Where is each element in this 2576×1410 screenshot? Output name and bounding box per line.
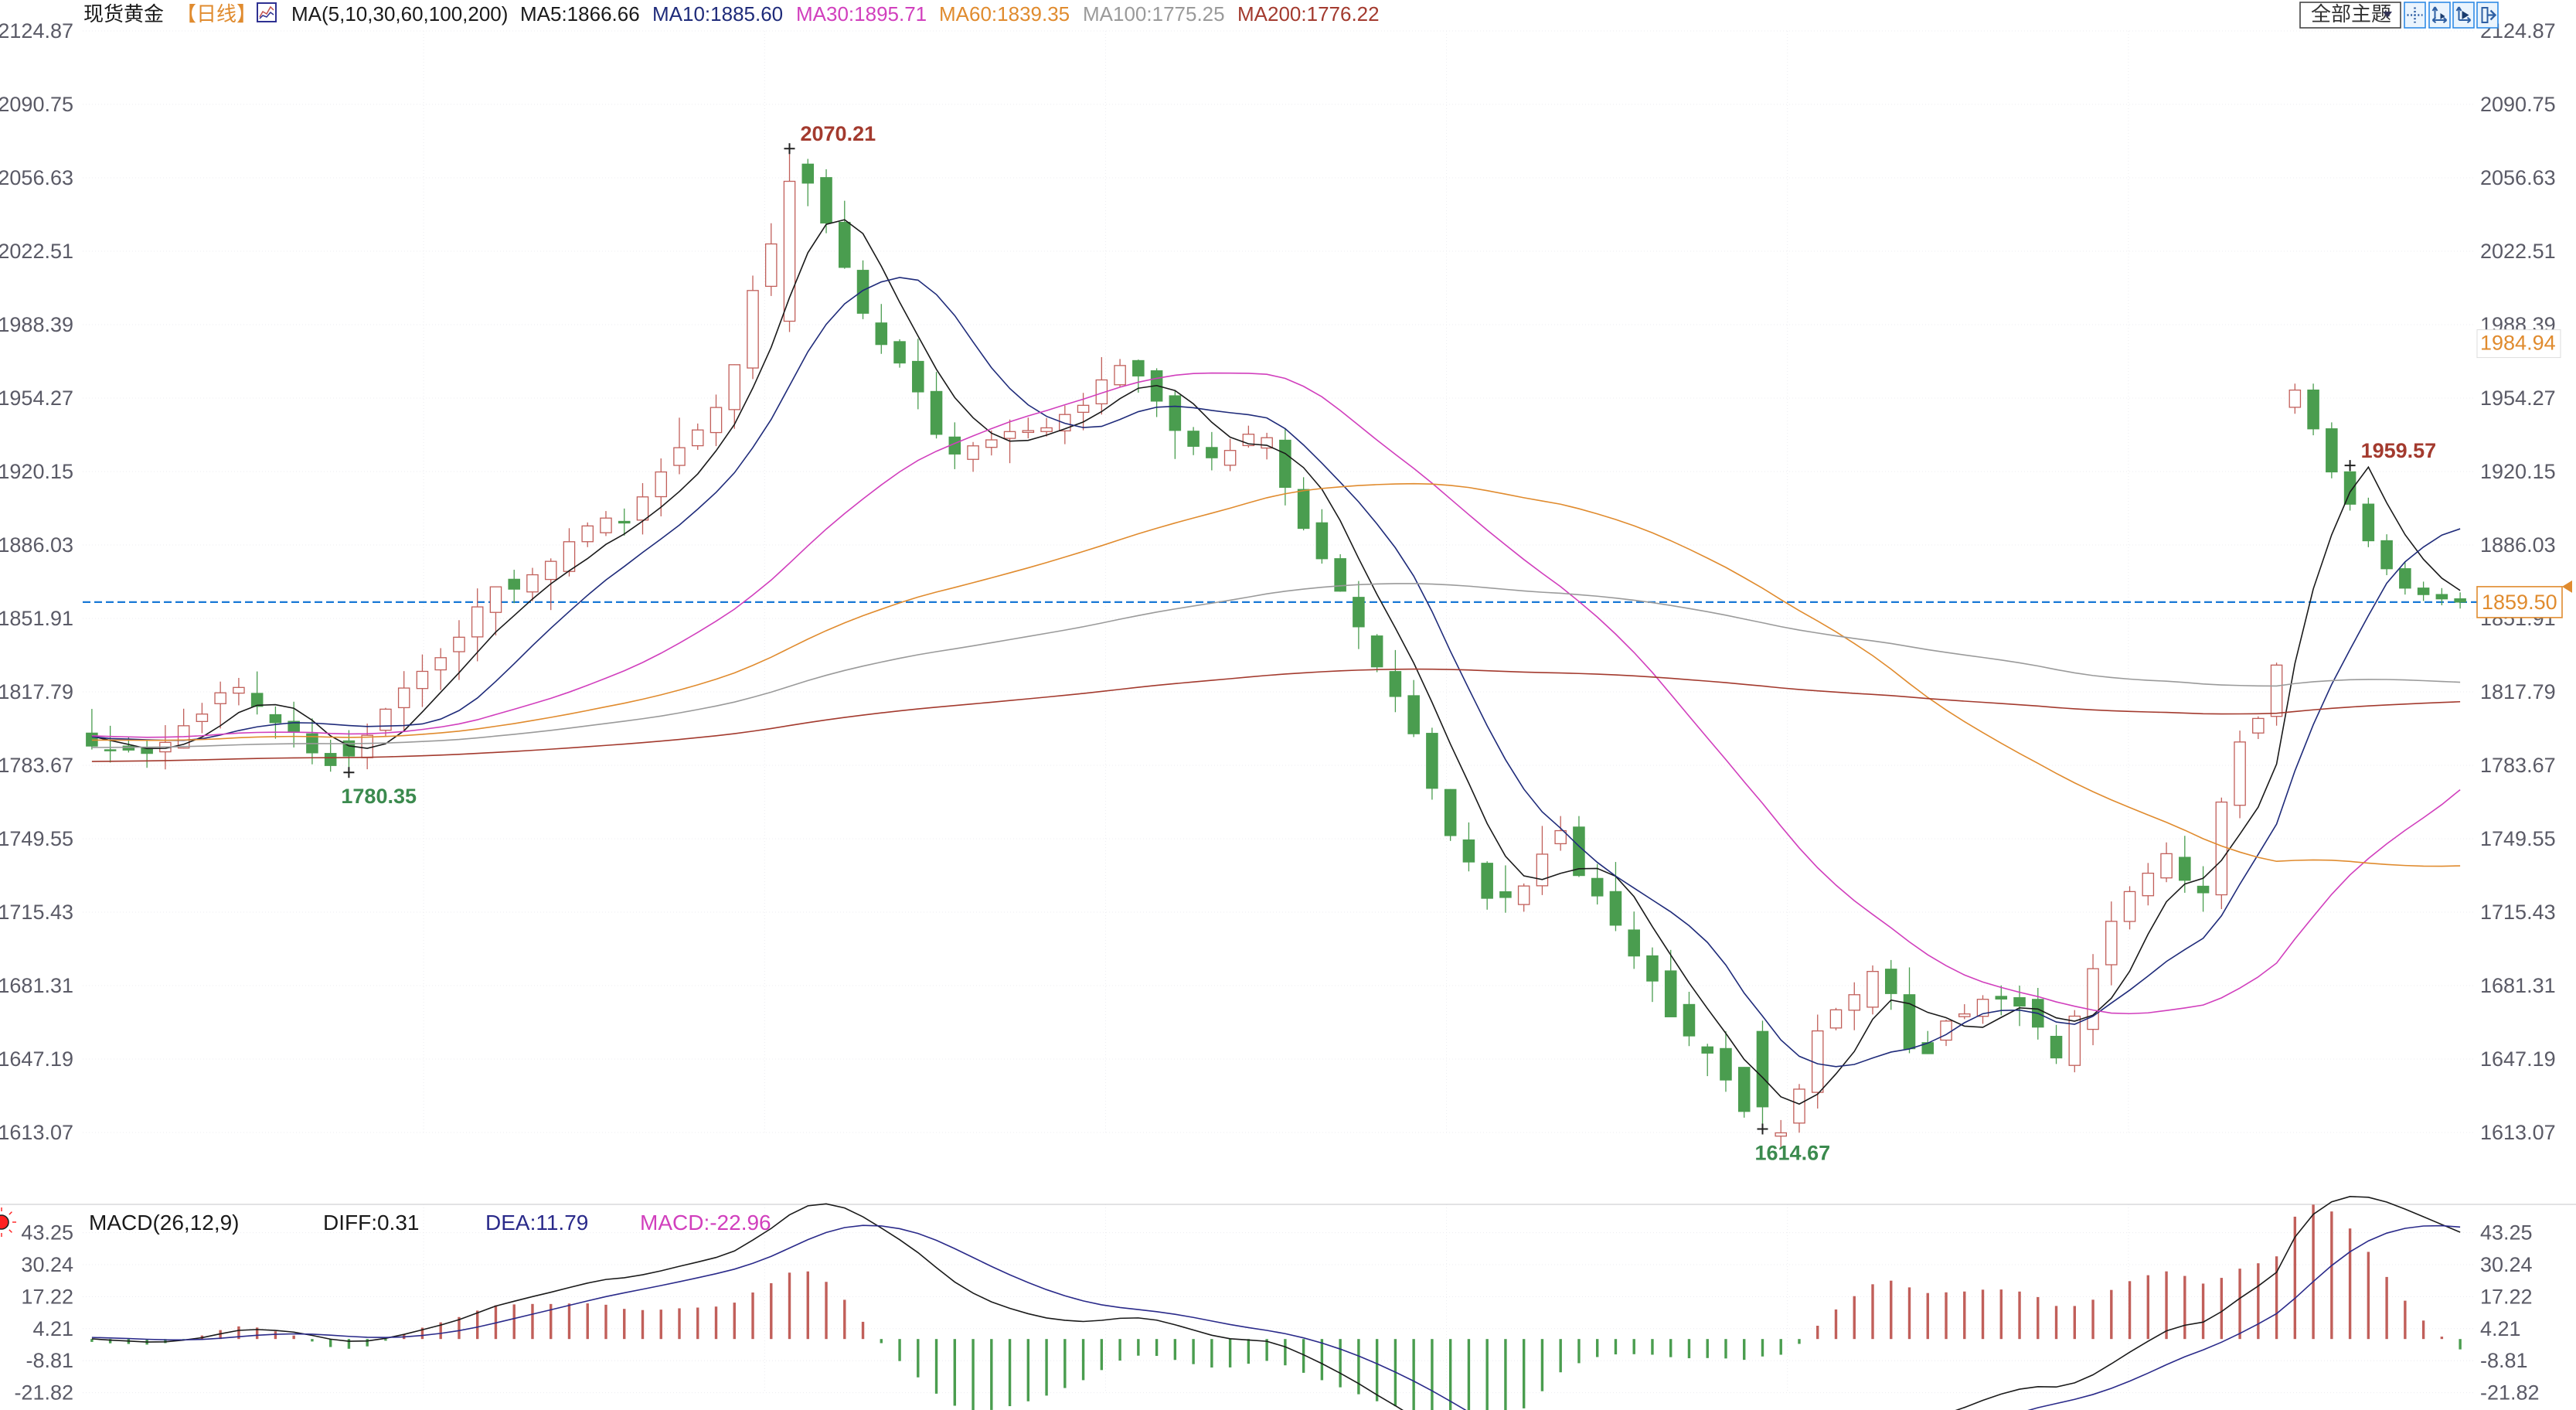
- svg-text:4.21: 4.21: [32, 1317, 73, 1340]
- svg-text:17.22: 17.22: [2480, 1285, 2533, 1308]
- svg-text:1749.55: 1749.55: [0, 827, 73, 850]
- svg-text:1783.67: 1783.67: [2480, 754, 2556, 777]
- svg-text:1851.91: 1851.91: [0, 607, 73, 630]
- svg-text:30.24: 30.24: [21, 1253, 73, 1276]
- svg-text:1984.94: 1984.94: [2480, 332, 2556, 355]
- svg-text:2022.51: 2022.51: [0, 240, 73, 263]
- svg-text:2056.63: 2056.63: [2480, 166, 2556, 189]
- svg-text:1920.15: 1920.15: [2480, 460, 2556, 483]
- svg-text:1715.43: 1715.43: [2480, 901, 2556, 924]
- svg-text:43.25: 43.25: [21, 1221, 73, 1245]
- svg-text:1681.31: 1681.31: [2480, 974, 2556, 997]
- svg-text:4.21: 4.21: [2480, 1317, 2521, 1340]
- svg-text:1886.03: 1886.03: [2480, 533, 2556, 557]
- svg-text:2124.87: 2124.87: [0, 19, 73, 43]
- svg-text:MA100:1775.25: MA100:1775.25: [1083, 2, 1225, 26]
- svg-text:MA60:1839.35: MA60:1839.35: [939, 2, 1070, 26]
- svg-text:1954.27: 1954.27: [0, 387, 73, 410]
- svg-text:-21.82: -21.82: [2480, 1381, 2540, 1405]
- svg-text:43.25: 43.25: [2480, 1221, 2533, 1245]
- svg-text:1681.31: 1681.31: [0, 974, 73, 997]
- svg-text:1780.35: 1780.35: [341, 785, 417, 808]
- svg-text:1715.43: 1715.43: [0, 901, 73, 924]
- svg-text:DIFF:0.31: DIFF:0.31: [323, 1211, 419, 1235]
- svg-text:1817.79: 1817.79: [2480, 680, 2556, 703]
- svg-text:DEA:11.79: DEA:11.79: [485, 1211, 588, 1235]
- svg-text:2070.21: 2070.21: [801, 122, 876, 145]
- svg-text:MACD(26,12,9): MACD(26,12,9): [89, 1211, 240, 1235]
- svg-text:1749.55: 1749.55: [2480, 827, 2556, 850]
- svg-text:1959.57: 1959.57: [2361, 439, 2437, 462]
- svg-text:17.22: 17.22: [21, 1285, 73, 1308]
- svg-text:MACD:-22.96: MACD:-22.96: [640, 1211, 771, 1235]
- svg-text:【日线】: 【日线】: [176, 2, 257, 26]
- svg-text:MA30:1895.71: MA30:1895.71: [796, 2, 927, 26]
- svg-text:1817.79: 1817.79: [0, 680, 73, 703]
- svg-text:MA200:1776.22: MA200:1776.22: [1237, 2, 1380, 26]
- svg-text:-21.82: -21.82: [14, 1381, 73, 1405]
- svg-text:MA10:1885.60: MA10:1885.60: [652, 2, 783, 26]
- svg-text:1614.67: 1614.67: [1755, 1142, 1831, 1165]
- svg-text:1920.15: 1920.15: [0, 460, 73, 483]
- svg-text:MA(5,10,30,60,100,200): MA(5,10,30,60,100,200): [291, 2, 508, 26]
- svg-text:-8.81: -8.81: [26, 1349, 73, 1372]
- svg-text:1613.07: 1613.07: [2480, 1121, 2556, 1144]
- svg-text:1783.67: 1783.67: [0, 754, 73, 777]
- svg-text:2022.51: 2022.51: [2480, 240, 2556, 263]
- svg-text:1859.50: 1859.50: [2482, 591, 2557, 614]
- svg-text:30.24: 30.24: [2480, 1253, 2533, 1276]
- svg-text:全部主题: 全部主题: [2311, 2, 2391, 26]
- svg-text:1988.39: 1988.39: [0, 313, 73, 336]
- svg-text:2090.75: 2090.75: [2480, 93, 2556, 116]
- svg-text:-8.81: -8.81: [2480, 1349, 2528, 1372]
- svg-text:1613.07: 1613.07: [0, 1121, 73, 1144]
- svg-text:1954.27: 1954.27: [2480, 387, 2556, 410]
- svg-text:1886.03: 1886.03: [0, 533, 73, 557]
- svg-text:2090.75: 2090.75: [0, 93, 73, 116]
- svg-text:MA5:1866.66: MA5:1866.66: [520, 2, 640, 26]
- svg-text:2056.63: 2056.63: [0, 166, 73, 189]
- svg-text:现货黄金: 现货黄金: [83, 2, 164, 26]
- svg-text:1647.19: 1647.19: [2480, 1047, 2556, 1071]
- svg-text:1647.19: 1647.19: [0, 1047, 73, 1071]
